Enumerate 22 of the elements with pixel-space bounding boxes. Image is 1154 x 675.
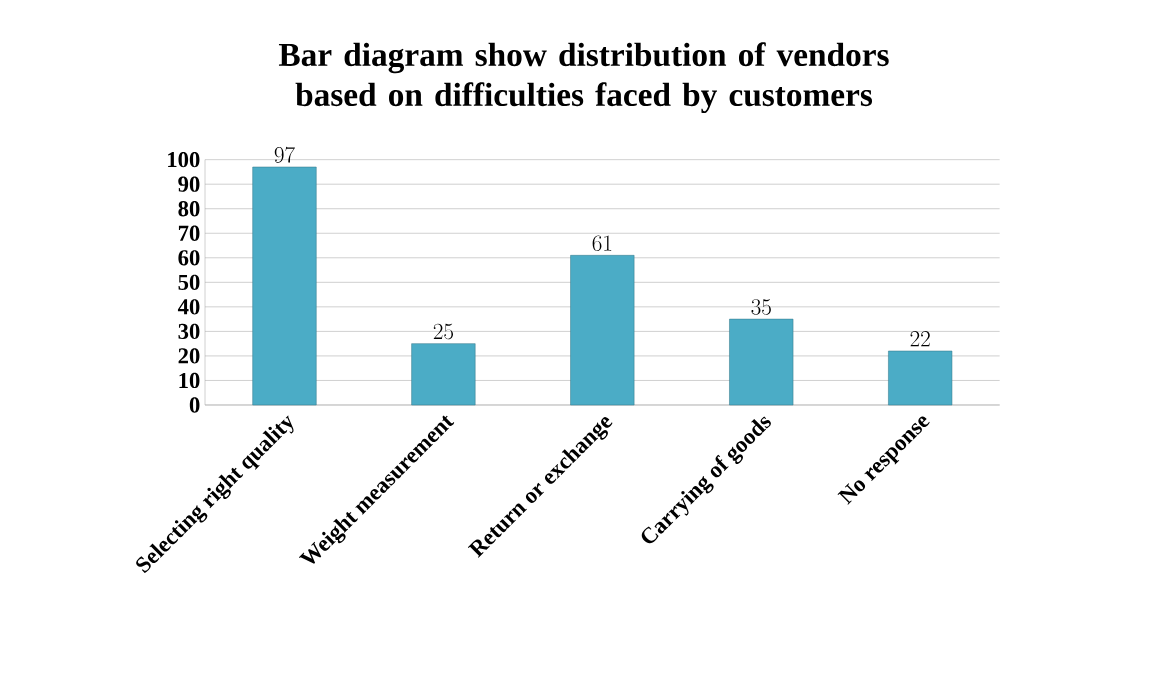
y-tick-label: 40 — [177, 299, 200, 315]
bar — [570, 255, 635, 406]
y-tick-label: 10 — [179, 372, 200, 389]
data-label: 97 — [274, 146, 295, 163]
y-tick-label: 60 — [178, 250, 200, 266]
y-tick-label: 0 — [189, 397, 200, 413]
data-label: 35 — [751, 299, 771, 315]
bar — [252, 166, 317, 406]
y-tick-label: 100 — [168, 152, 200, 168]
y-tick-label: 20 — [178, 348, 200, 364]
y-tick-label: 90 — [178, 176, 200, 192]
data-label: 61 — [592, 235, 612, 251]
data-label: 22 — [910, 331, 930, 347]
chart-title: Bar diagram show distribution of vendors based on difficulties faced by customers — [278, 42, 889, 113]
y-tick-label: 80 — [178, 201, 200, 217]
bar — [888, 350, 953, 406]
y-tick-label: 50 — [178, 274, 200, 290]
y-tick-label: 30 — [178, 323, 200, 340]
bar — [729, 318, 794, 406]
bar — [411, 343, 476, 406]
y-tick-label: 70 — [178, 225, 200, 241]
data-label: 25 — [433, 323, 454, 340]
